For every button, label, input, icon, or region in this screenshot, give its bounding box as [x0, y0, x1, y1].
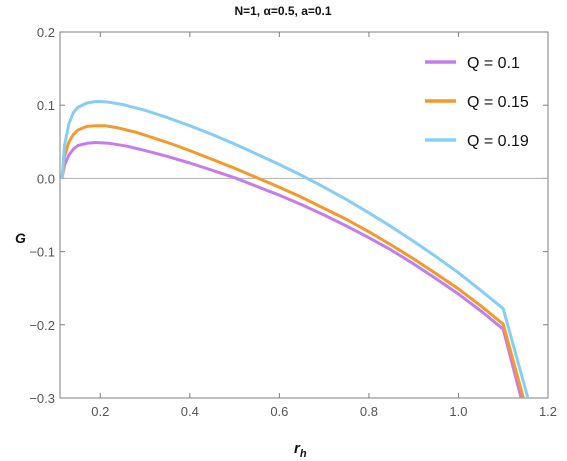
y-axis-label: G [15, 230, 26, 246]
x-axis-label-main: r [294, 440, 301, 457]
legend: Q = 0.1 Q = 0.15 Q = 0.19 [425, 55, 529, 150]
legend-label-1: Q = 0.1 [467, 55, 520, 72]
x-tick-label: 0.4 [181, 404, 199, 419]
y-axis: 0.2 0.1 0.0 −0.1 −0.2 −0.3 [29, 25, 548, 406]
y-tick-label: 0.2 [37, 25, 55, 40]
x-axis-label: rh [294, 440, 307, 460]
x-tick-label: 0.8 [360, 404, 378, 419]
legend-label-2: Q = 0.15 [467, 94, 529, 111]
series-lines [60, 100, 530, 398]
y-tick-label: 0.0 [37, 171, 55, 186]
plot-frame [59, 31, 549, 399]
chart-title: N=1, α=0.5, a=0.1 [234, 4, 331, 18]
plot-border [59, 31, 549, 399]
series-line-2 [60, 124, 525, 398]
y-tick-label: −0.2 [29, 318, 55, 333]
x-axis-label-subscript: h [300, 448, 307, 460]
x-tick-label: 0.2 [91, 404, 109, 419]
x-tick-label: 1.2 [539, 404, 557, 419]
x-tick-label: 0.6 [270, 404, 288, 419]
x-axis: 0.2 0.4 0.6 0.8 1.0 1.2 [91, 32, 557, 419]
x-tick-label: 1.0 [449, 404, 467, 419]
y-tick-label: −0.3 [29, 391, 55, 406]
legend-label-3: Q = 0.19 [467, 133, 529, 150]
y-tick-label: −0.1 [29, 245, 55, 260]
series-line-1 [60, 141, 523, 398]
y-tick-label: 0.1 [37, 98, 55, 113]
series-line-3 [60, 100, 530, 398]
